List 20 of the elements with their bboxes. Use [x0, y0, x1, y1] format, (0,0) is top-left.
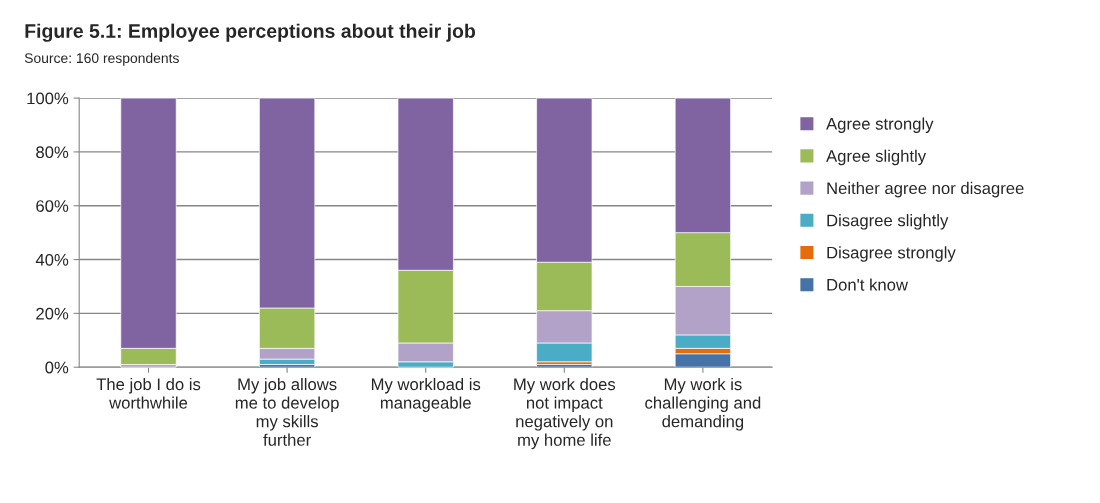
y-tick-label: 100% — [27, 92, 69, 105]
y-tick-label: 20% — [36, 307, 69, 320]
x-tick-label: My workload is manageable — [371, 377, 481, 413]
y-tick-label: 60% — [36, 200, 69, 212]
x-tick-label: My work does not impact negatively on my home life — [514, 377, 616, 450]
legend-label: Agree strongly — [826, 117, 934, 133]
bar — [674, 353, 731, 368]
y-tick-label: 40% — [35, 253, 69, 266]
legend-label: Disagree slightly — [827, 214, 949, 230]
x-tick-label: My work is challenging and demanding — [645, 377, 761, 431]
chart-title: Figure 5.1: Employee perceptions about their job — [25, 23, 476, 42]
y-tick-label: 0% — [45, 361, 69, 374]
legend-label: Agree slightly — [826, 149, 927, 166]
legend-label: Don't know — [827, 278, 909, 291]
chart-subtitle: Source: 160 respondents — [24, 52, 179, 66]
x-tick-label: The job I do is worthwhile — [96, 377, 201, 409]
legend-label: Neither agree nor disagree — [827, 181, 1024, 198]
legend-label: Disagree strongly — [827, 246, 956, 262]
x-tick-label: My job allows me to develop my skills further — [235, 377, 339, 446]
y-tick-label: 80% — [36, 146, 69, 159]
